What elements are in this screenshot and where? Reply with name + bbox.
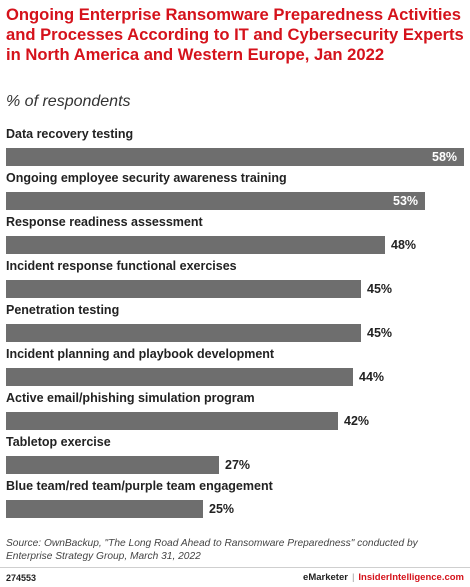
bar [6,148,464,166]
category-label: Response readiness assessment [6,215,203,229]
category-label: Incident planning and playbook developme… [6,347,275,361]
value-label: 27% [225,458,251,472]
bar [6,324,361,342]
value-label: 44% [359,370,385,384]
brand-emarketer: eMarketer [303,572,348,583]
category-label: Incident response functional exercises [6,259,237,273]
value-label: 45% [367,326,393,340]
category-label: Active email/phishing simulation program [6,391,255,405]
bar [6,368,353,386]
brand-separator: | [351,572,355,583]
value-label: 25% [209,502,235,516]
value-label: 48% [391,238,417,252]
bar-chart: Data recovery testing 58% Ongoing employee… [0,127,470,527]
value-label: 58% [432,150,458,164]
chart-title: Ongoing Enterprise Ransomware Preparedne… [6,5,464,64]
bar [6,280,361,298]
chart-subtitle: % of respondents [6,93,131,110]
bar [6,500,203,518]
category-label: Penetration testing [6,303,120,317]
footer-brand: eMarketer | InsiderIntelligence.com [303,572,464,583]
value-label: 45% [367,282,393,296]
value-label: 42% [344,414,370,428]
source-note: Source: OwnBackup, "The Long Road Ahead … [6,538,418,562]
category-label: Ongoing employee security awareness trai… [6,171,287,185]
brand-insider-intelligence[interactable]: InsiderIntelligence.com [358,572,464,583]
bar [6,456,219,474]
category-label: Blue team/red team/purple team engagemen… [6,479,273,493]
bar [6,192,425,210]
category-label: Tabletop exercise [6,435,111,449]
bar [6,236,385,254]
value-label: 53% [393,194,419,208]
footer-divider [0,567,470,568]
category-label: Data recovery testing [6,127,134,141]
bar [6,412,338,430]
chart-id: 274553 [6,573,37,583]
